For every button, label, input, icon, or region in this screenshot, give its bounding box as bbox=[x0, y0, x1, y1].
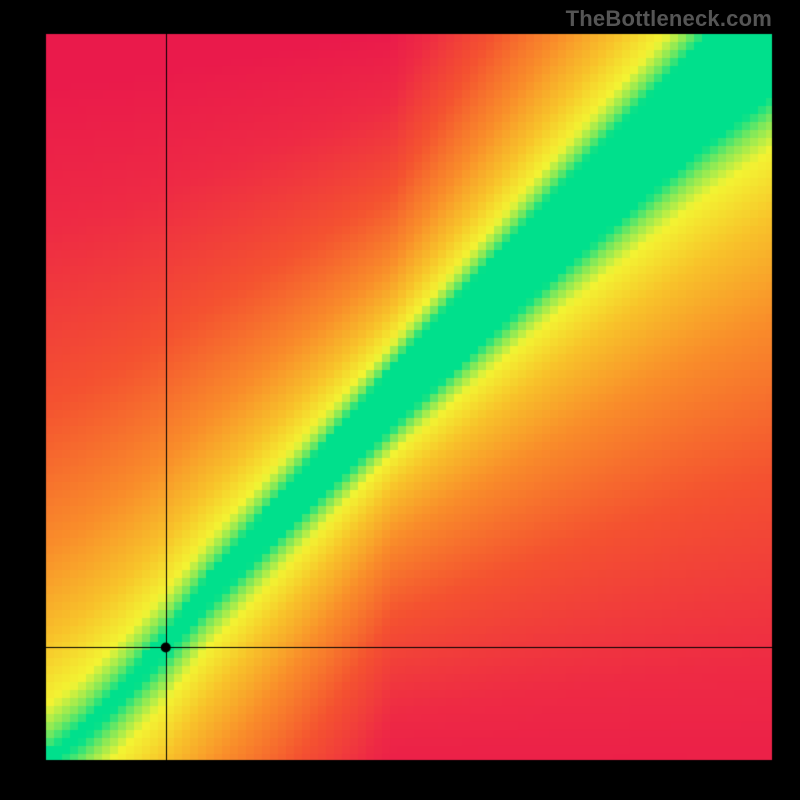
bottleneck-heatmap bbox=[0, 0, 800, 800]
chart-container: TheBottleneck.com bbox=[0, 0, 800, 800]
watermark-text: TheBottleneck.com bbox=[566, 6, 772, 32]
